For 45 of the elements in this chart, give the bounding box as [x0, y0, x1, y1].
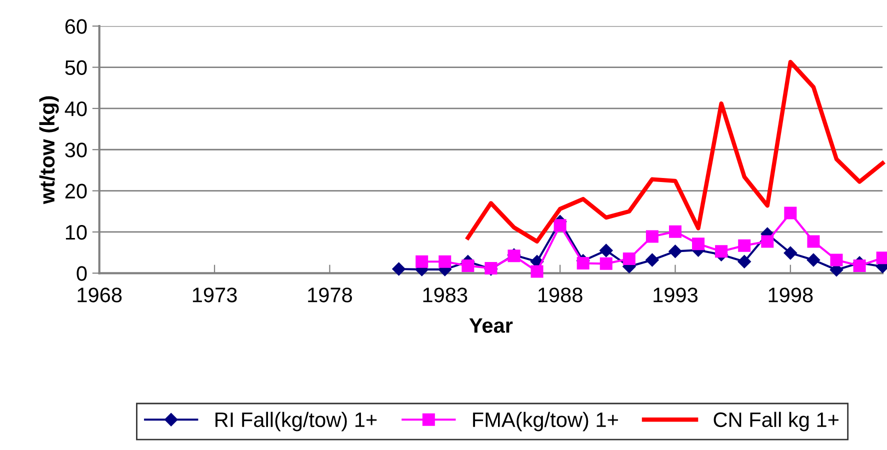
point [622, 252, 636, 265]
point [438, 255, 452, 268]
x-tick-label: 1998 [768, 288, 813, 302]
point [462, 259, 474, 272]
y-tick-label: 50 [65, 60, 87, 76]
point [738, 255, 751, 268]
x-tick-label: 1973 [192, 288, 237, 302]
point [738, 239, 751, 252]
point [830, 254, 843, 266]
point [784, 206, 797, 220]
point [668, 225, 682, 238]
point [761, 235, 774, 248]
point [646, 253, 659, 267]
y-tick-label: 0 [76, 266, 87, 281]
y-tick-label: 20 [65, 184, 87, 199]
x-tick-label: 1983 [423, 288, 468, 302]
x-tick-label: 1968 [78, 288, 122, 302]
point [554, 219, 566, 232]
legend-label: CN Fall kg 1+ [714, 412, 838, 432]
point [600, 244, 613, 258]
point [806, 253, 820, 267]
legend-label: RI Fall(kg/tow) 1+ [216, 412, 377, 432]
y-tick-label: 60 [65, 19, 87, 34]
x-axis-title: Year [469, 318, 513, 333]
legend-label: FMA(kg/tow) 1+ [473, 412, 618, 432]
point [692, 238, 705, 250]
point [646, 230, 658, 243]
x-tick-label: 1988 [538, 288, 582, 302]
point [807, 235, 820, 248]
y-tick-label: 30 [65, 142, 87, 158]
y-tick-label: 10 [66, 224, 87, 240]
y-axis-title: wt/tow (kg) [39, 96, 59, 204]
point [784, 246, 798, 260]
x-tick-label: 1993 [654, 288, 698, 302]
line-series [466, 60, 885, 244]
point [600, 257, 612, 270]
point [576, 257, 590, 270]
point [416, 255, 428, 268]
y-tick-label: 40 [64, 101, 87, 116]
point [668, 244, 682, 258]
point [853, 259, 866, 272]
point [715, 245, 728, 258]
point [530, 265, 544, 278]
x-tick-label: 1978 [308, 288, 352, 302]
point [392, 262, 406, 276]
